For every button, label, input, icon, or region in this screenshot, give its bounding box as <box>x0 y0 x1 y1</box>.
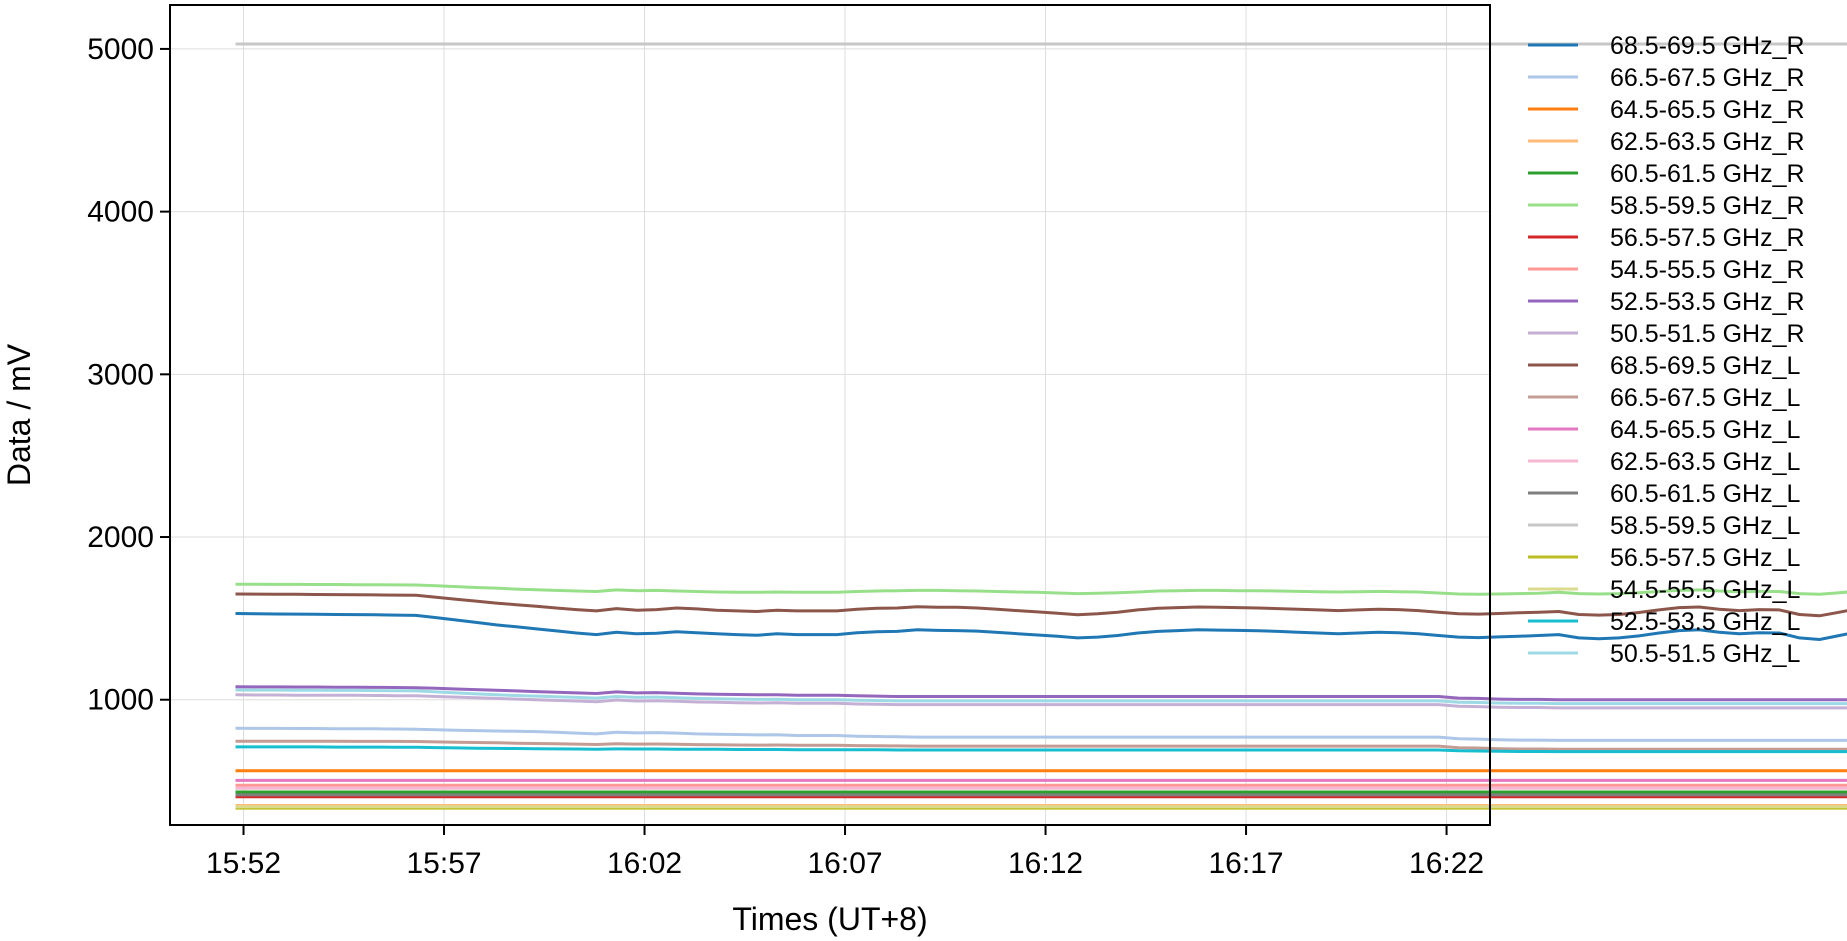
y-tick-label: 3000 <box>87 358 154 391</box>
x-tick-label: 16:22 <box>1409 847 1484 880</box>
legend-label: 58.5-59.5 GHz_R <box>1610 192 1805 220</box>
x-tick-label: 16:07 <box>807 847 882 880</box>
legend-label: 54.5-55.5 GHz_R <box>1610 256 1805 284</box>
series-line-10 <box>235 592 1847 618</box>
legend-label: 58.5-59.5 GHz_L <box>1610 512 1800 540</box>
legend-label: 50.5-51.5 GHz_R <box>1610 320 1805 348</box>
x-axis-title: Times (UT+8) <box>732 901 927 937</box>
legend-label: 62.5-63.5 GHz_R <box>1610 128 1805 156</box>
legend-label: 64.5-65.5 GHz_R <box>1610 96 1805 124</box>
y-tick-label: 1000 <box>87 684 154 717</box>
series-line-9 <box>235 693 1847 710</box>
series-line-0 <box>235 612 1847 641</box>
legend: 68.5-69.5 GHz_R 66.5-67.5 GHz_R 64.5-65.5 … <box>1528 32 1805 668</box>
legend-label: 60.5-61.5 GHz_L <box>1610 480 1800 508</box>
legend-label: 56.5-57.5 GHz_R <box>1610 224 1805 252</box>
legend-label: 64.5-65.5 GHz_L <box>1610 416 1800 444</box>
legend-label: 56.5-57.5 GHz_L <box>1610 544 1800 572</box>
legend-label: 50.5-51.5 GHz_L <box>1610 640 1800 668</box>
axis-ticks: 15:52 15:57 16:02 16:07 16:12 16:17 16:22 1000 2… <box>87 33 1484 880</box>
series-lines <box>235 42 1847 810</box>
y-tick-label: 4000 <box>87 196 154 229</box>
x-tick-label: 16:12 <box>1008 847 1083 880</box>
legend-label: 68.5-69.5 GHz_R <box>1610 32 1805 60</box>
grid <box>170 5 1490 825</box>
legend-label: 52.5-53.5 GHz_L <box>1610 608 1800 636</box>
legend-label: 66.5-67.5 GHz_R <box>1610 64 1805 92</box>
series-line-1 <box>235 726 1847 742</box>
y-tick-label: 2000 <box>87 521 154 554</box>
y-axis-title: Data / mV <box>1 343 37 486</box>
x-tick-label: 15:52 <box>206 847 281 880</box>
legend-label: 66.5-67.5 GHz_L <box>1610 384 1800 412</box>
series-line-5 <box>235 582 1847 596</box>
series-line-8 <box>235 685 1847 702</box>
legend-label: 68.5-69.5 GHz_L <box>1610 352 1800 380</box>
legend-label: 60.5-61.5 GHz_R <box>1610 160 1805 188</box>
legend-label: 62.5-63.5 GHz_L <box>1610 448 1800 476</box>
series-line-19 <box>235 688 1847 706</box>
y-tick-label: 5000 <box>87 33 154 66</box>
legend-label: 54.5-55.5 GHz_L <box>1610 576 1800 604</box>
x-tick-label: 16:02 <box>607 847 682 880</box>
legend-label: 52.5-53.5 GHz_R <box>1610 288 1805 316</box>
series-line-18 <box>235 745 1847 754</box>
series-line-11 <box>235 739 1847 751</box>
x-tick-label: 15:57 <box>406 847 481 880</box>
plot-frame <box>169 4 1491 826</box>
x-tick-label: 16:17 <box>1209 847 1284 880</box>
